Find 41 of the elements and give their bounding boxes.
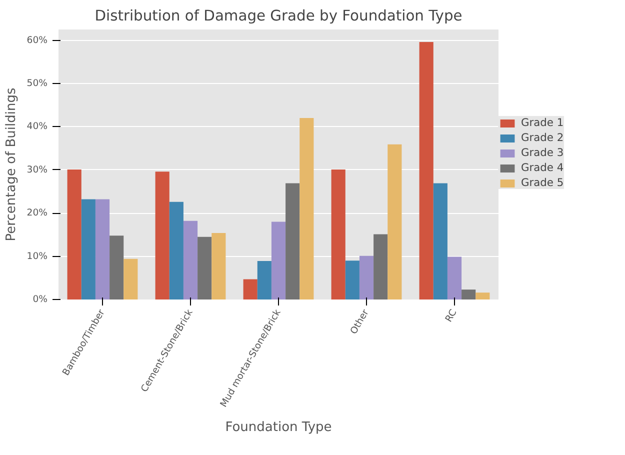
bar [67, 169, 82, 300]
bar [124, 258, 138, 300]
bar [243, 279, 258, 300]
bar [331, 169, 346, 300]
y-tick-label: 50% [26, 78, 48, 89]
bar [300, 118, 314, 300]
bar [169, 202, 184, 300]
y-tick-label: 40% [26, 121, 48, 132]
bar [110, 236, 124, 300]
bar [183, 220, 198, 300]
y-tick-label: 10% [26, 250, 48, 262]
bar [374, 234, 388, 300]
bar [345, 260, 360, 300]
legend-label: Grade 3 [521, 146, 564, 159]
legend-label: Grade 1 [521, 116, 564, 129]
legend-label: Grade 5 [521, 176, 564, 189]
bar [212, 232, 226, 300]
x-axis-title: Foundation Type [225, 420, 332, 436]
bar [419, 42, 434, 300]
y-tick-label: 30% [26, 164, 48, 176]
y-tick-label: 20% [26, 208, 48, 219]
bar [388, 144, 402, 300]
y-axis-title: Percentage of Buildings [4, 88, 19, 242]
bar [257, 261, 272, 300]
bar [359, 256, 374, 300]
bar [433, 183, 448, 300]
y-tick-label: 0% [32, 294, 48, 305]
legend-label: Grade 2 [521, 131, 564, 144]
y-tick-label: 60% [26, 34, 48, 46]
bar [447, 256, 462, 300]
bar [476, 292, 490, 300]
bar [462, 290, 476, 300]
chart-title: Distribution of Damage Grade by Foundation Type [94, 8, 462, 24]
bar [286, 183, 300, 300]
bar [198, 236, 212, 300]
x-tick-label: RC [443, 308, 460, 324]
bar [155, 172, 170, 300]
bar [81, 199, 96, 300]
bar [95, 199, 110, 300]
bar [271, 222, 286, 300]
legend-label: Grade 4 [521, 161, 564, 174]
